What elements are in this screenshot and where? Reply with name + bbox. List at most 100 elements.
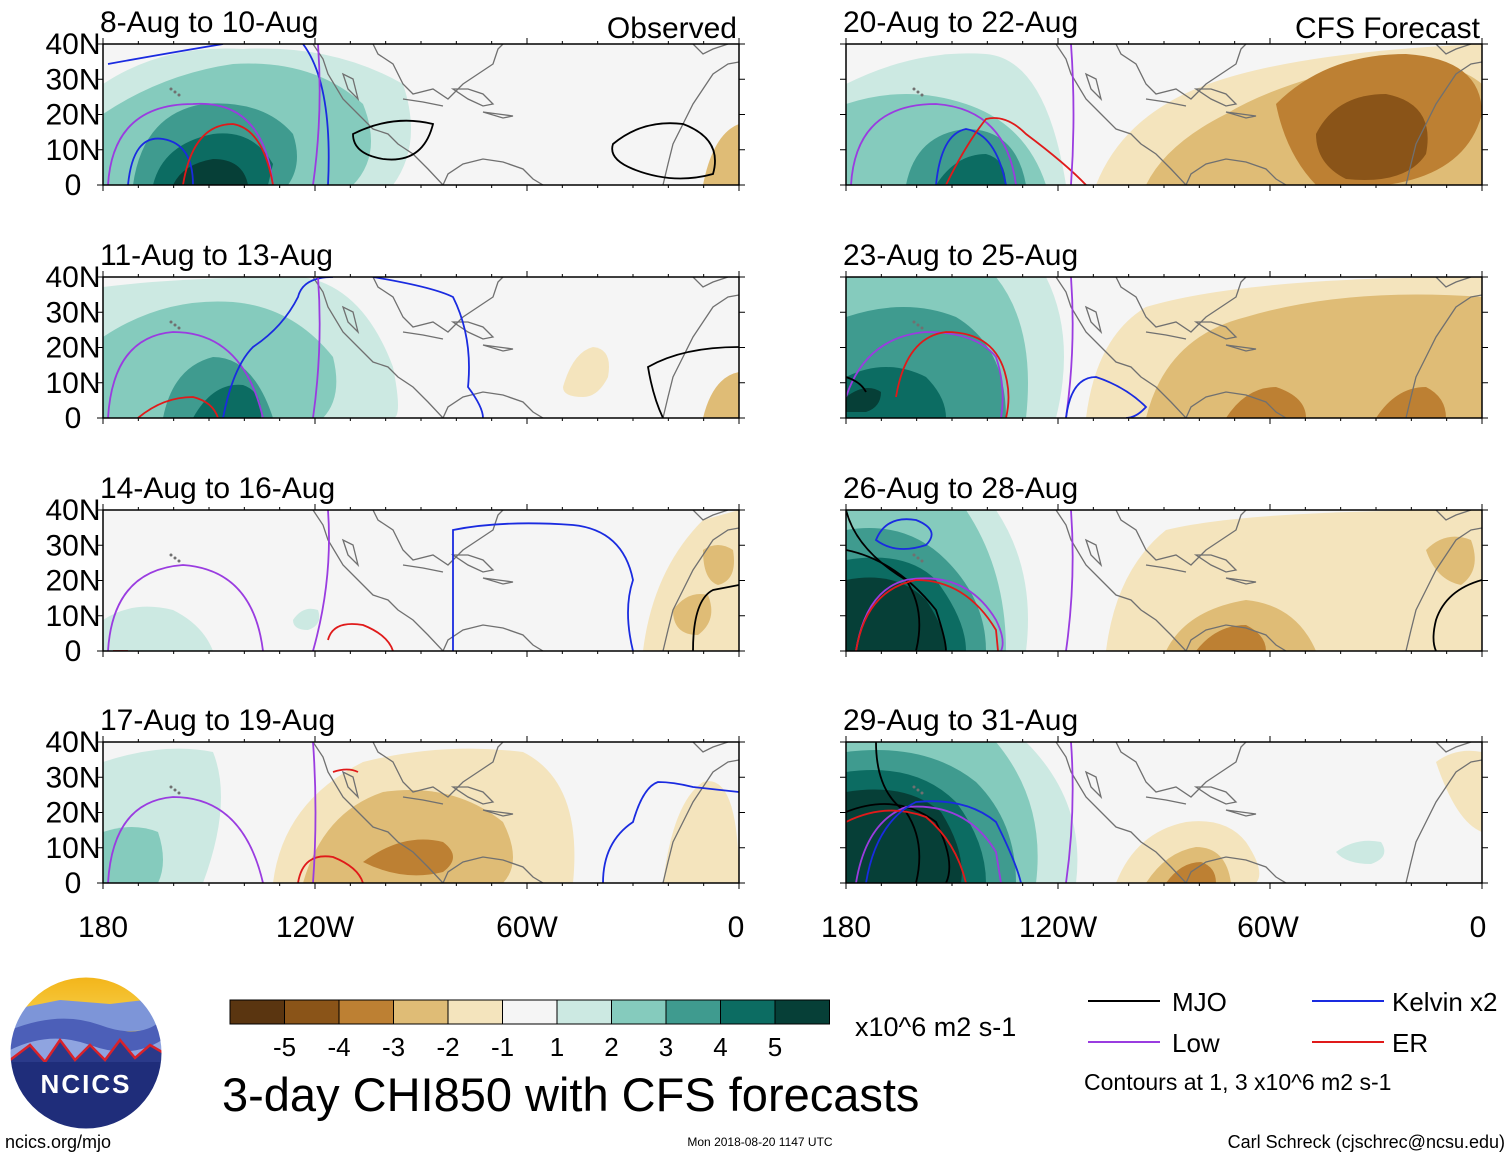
coastline bbox=[442, 856, 544, 883]
panels-grid: 8-Aug to 10-Aug Observed40N30N20N10N020-A… bbox=[45, 6, 1488, 900]
coastline bbox=[450, 321, 495, 340]
contour-mjo bbox=[692, 584, 739, 651]
coastline bbox=[662, 527, 739, 651]
contour-low bbox=[1070, 44, 1075, 185]
coastline bbox=[372, 277, 504, 333]
footer-left: ncics.org/mjo bbox=[5, 1132, 111, 1152]
coastline bbox=[341, 770, 360, 800]
contour-er bbox=[137, 396, 219, 418]
coastline bbox=[482, 577, 514, 585]
lat-tick: 20N bbox=[45, 332, 100, 365]
map-panel: 23-Aug to 25-Aug bbox=[840, 239, 1488, 424]
panel-title: 8-Aug to 10-Aug bbox=[100, 6, 318, 39]
colorbar-swatch bbox=[774, 999, 830, 1025]
island bbox=[169, 553, 173, 557]
island bbox=[916, 556, 920, 560]
coastline bbox=[1225, 344, 1257, 352]
contour-er bbox=[332, 768, 359, 773]
contour-kelvin bbox=[865, 800, 1022, 883]
coastline bbox=[450, 88, 495, 107]
contour-kelvin bbox=[1065, 376, 1148, 418]
island bbox=[173, 556, 177, 560]
chi-shade bbox=[846, 577, 946, 651]
colorbar-label: -1 bbox=[491, 1032, 514, 1062]
contour-low bbox=[312, 277, 321, 418]
coastline bbox=[312, 277, 444, 418]
panel-title: 23-Aug to 25-Aug bbox=[843, 239, 1078, 272]
colorbar-swatch bbox=[720, 999, 776, 1025]
chi-shade bbox=[103, 606, 213, 651]
contour-low bbox=[1065, 277, 1074, 418]
lat-tick: 20N bbox=[45, 99, 100, 132]
contour-kelvin bbox=[874, 518, 933, 550]
coastline bbox=[1115, 44, 1247, 100]
coastline bbox=[1185, 624, 1287, 651]
island bbox=[177, 559, 181, 563]
coastline bbox=[1084, 305, 1103, 335]
map-panel: 29-Aug to 31-Aug bbox=[840, 704, 1488, 889]
island bbox=[912, 320, 916, 324]
contour-kelvin bbox=[602, 781, 739, 883]
legend-label-low: Low bbox=[1172, 1028, 1220, 1058]
contour-mjo bbox=[647, 346, 739, 418]
colorbar-label: 1 bbox=[550, 1032, 564, 1062]
map-area bbox=[103, 742, 739, 883]
chi-shade bbox=[936, 154, 1006, 185]
island bbox=[173, 788, 177, 792]
contour-er bbox=[327, 623, 394, 651]
contour-low bbox=[846, 331, 1004, 418]
coastline bbox=[1405, 759, 1482, 883]
island bbox=[916, 788, 920, 792]
lat-tick: 10N bbox=[45, 832, 100, 865]
colorbar-swatch bbox=[665, 999, 721, 1025]
island bbox=[920, 559, 924, 563]
contour-er bbox=[855, 579, 999, 651]
coastline bbox=[341, 305, 360, 335]
contour-er bbox=[182, 123, 274, 185]
chi-shade bbox=[1426, 536, 1475, 585]
island bbox=[916, 323, 920, 327]
coastline bbox=[1084, 770, 1103, 800]
map-panel: 26-Aug to 28-Aug bbox=[840, 472, 1488, 657]
coastline bbox=[1185, 391, 1287, 418]
island bbox=[912, 553, 916, 557]
contour-kelvin bbox=[222, 277, 334, 418]
island bbox=[169, 320, 173, 324]
lat-tick: 0 bbox=[65, 867, 82, 900]
map-area bbox=[103, 277, 739, 418]
coastline bbox=[1055, 742, 1187, 883]
panel-tag: CFS Forecast bbox=[1295, 12, 1481, 45]
map-area bbox=[846, 510, 1482, 651]
coastline bbox=[1145, 331, 1187, 340]
coastline bbox=[1145, 796, 1187, 805]
contour-kelvin bbox=[935, 128, 1007, 185]
contour-mjo bbox=[1432, 579, 1482, 651]
lat-tick: 40N bbox=[45, 726, 100, 759]
coastline bbox=[1225, 809, 1257, 817]
colorbar-label: 2 bbox=[604, 1032, 618, 1062]
coastline bbox=[1435, 510, 1472, 521]
coastline bbox=[1055, 510, 1187, 651]
lat-tick: 30N bbox=[45, 63, 100, 96]
panel-title: 26-Aug to 28-Aug bbox=[843, 472, 1078, 505]
coastline bbox=[442, 158, 544, 185]
lat-tick: 30N bbox=[45, 761, 100, 794]
contour-low bbox=[1065, 510, 1074, 651]
coastline bbox=[662, 759, 739, 883]
lon-tick: 180 bbox=[78, 911, 128, 944]
coastline bbox=[450, 786, 495, 805]
colorbar-swatch bbox=[393, 999, 449, 1025]
panel-title: 14-Aug to 16-Aug bbox=[100, 472, 335, 505]
coastline bbox=[372, 510, 504, 566]
map-area bbox=[103, 510, 739, 651]
colorbar-label: -3 bbox=[382, 1032, 405, 1062]
chi-shade bbox=[1146, 294, 1482, 418]
chi-shade bbox=[173, 159, 248, 185]
lat-tick: 30N bbox=[45, 529, 100, 562]
chi-shade bbox=[663, 781, 739, 883]
contour-mjo bbox=[611, 122, 716, 180]
footer-right: Carl Schreck (cjschrec@ncsu.edu) bbox=[1228, 1132, 1505, 1152]
legend: MJO Kelvin x2 Low ER Contours at 1, 3 x1… bbox=[1084, 987, 1498, 1095]
